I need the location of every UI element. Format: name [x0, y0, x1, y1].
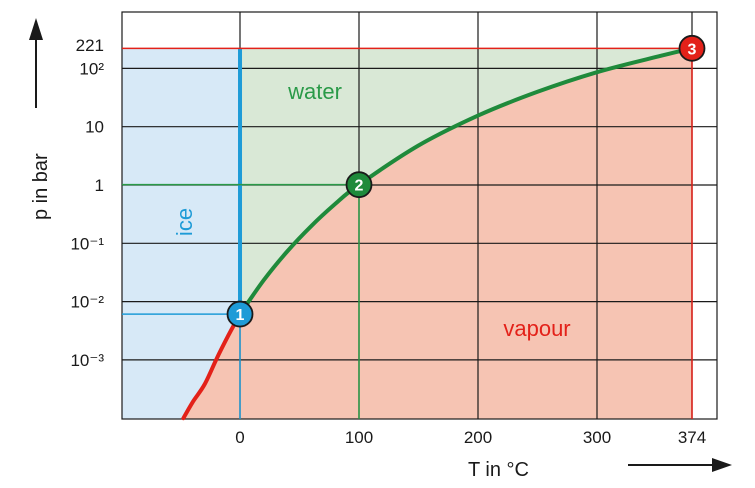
point-marker-3: [678, 34, 706, 62]
y-tick-label: 1: [95, 176, 104, 195]
point-marker-label: 3: [688, 41, 697, 58]
sublimation-curve: [181, 312, 242, 421]
x-axis-arrow: [628, 458, 732, 472]
x-axis-title: T in °C: [468, 459, 529, 481]
y-tick-label: 10⁻³: [70, 351, 104, 370]
y-tick-label: 221: [76, 36, 104, 55]
y-axis-arrow: [29, 18, 43, 108]
water-region: [240, 48, 692, 315]
region-label-water: water: [287, 79, 342, 104]
y-tick-label: 10⁻¹: [70, 234, 104, 253]
point-marker-label: 2: [355, 178, 364, 195]
region-fills: [122, 48, 692, 420]
point-marker-label: 1: [236, 307, 245, 324]
guide-lines: [122, 47, 693, 419]
region-label-ice: ice: [172, 208, 197, 236]
x-tick-label: 300: [583, 428, 611, 447]
y-tick-label: 10²: [79, 59, 104, 78]
x-tick-label: 100: [345, 428, 373, 447]
region-label-vapour: vapour: [503, 316, 570, 341]
tick-labels: 0 100 200 300 374 221 10² 10 1 10⁻¹ 10⁻² 10⁻³: [70, 36, 706, 447]
y-tick-label: 10: [85, 118, 104, 137]
y-axis-title: p in bar: [30, 153, 52, 220]
point-marker-1: [226, 300, 254, 328]
plot-frame: [121, 11, 718, 420]
curves: [181, 46, 694, 421]
vapour-region: [183, 48, 692, 420]
vapour-pressure-curve: [238, 46, 694, 317]
x-tick-label: 0: [235, 428, 244, 447]
markers: 1 2 3: [226, 34, 706, 328]
point-marker-2: [345, 171, 373, 199]
x-tick-label: 200: [464, 428, 492, 447]
y-tick-label: 10⁻²: [70, 293, 104, 312]
labels: ice water vapour: [172, 79, 571, 341]
x-tick-label: 374: [678, 428, 706, 447]
